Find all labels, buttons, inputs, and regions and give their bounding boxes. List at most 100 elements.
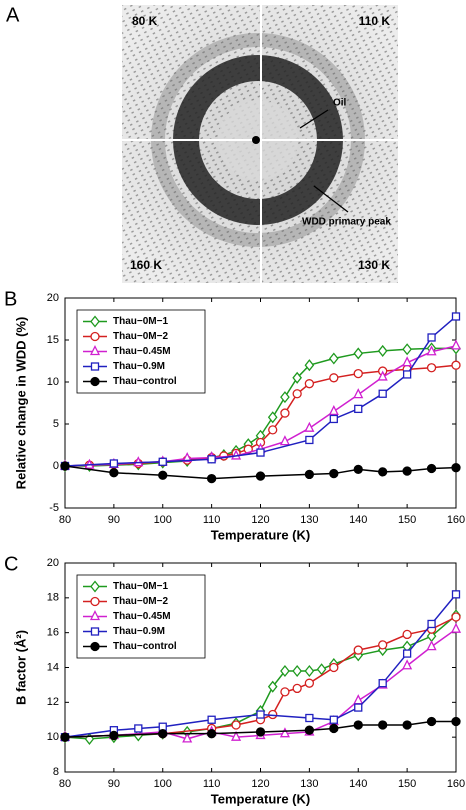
y-tick-label: 20 — [47, 292, 59, 304]
marker — [109, 459, 119, 468]
marker — [60, 461, 70, 471]
marker — [304, 421, 315, 432]
x-tick-label: 120 — [251, 514, 269, 526]
marker — [60, 732, 70, 742]
corner-label: 80 K — [132, 14, 158, 28]
marker — [90, 580, 100, 593]
marker — [378, 467, 388, 477]
marker — [427, 619, 436, 629]
x-axis-title: Temperature (K) — [211, 527, 310, 542]
marker — [292, 683, 302, 694]
marker — [451, 612, 461, 622]
annotation: Oil — [333, 98, 347, 109]
x-tick-label: 110 — [203, 778, 221, 790]
beam-stop — [252, 136, 260, 144]
arrow — [299, 109, 329, 129]
marker — [280, 408, 290, 418]
legend-label: Thau−0M−2 — [113, 331, 168, 342]
y-tick-label: 5 — [53, 418, 59, 430]
marker — [378, 679, 387, 688]
x-tick-label: 100 — [154, 514, 172, 526]
marker — [378, 640, 388, 650]
marker — [354, 703, 363, 712]
marker — [207, 455, 216, 464]
marker — [329, 373, 339, 383]
marker — [267, 411, 278, 424]
marker — [182, 451, 193, 463]
x-tick-label: 90 — [108, 514, 120, 526]
y-tick-label: 14 — [47, 661, 59, 673]
marker — [84, 732, 95, 745]
x-tick-label: 100 — [154, 778, 172, 790]
panel-label: B — [4, 288, 17, 310]
marker — [353, 347, 364, 360]
marker — [316, 663, 327, 676]
marker — [206, 473, 217, 484]
marker — [353, 368, 363, 379]
x-tick-label: 90 — [108, 778, 120, 790]
marker — [426, 363, 437, 373]
x-tick-label: 160 — [447, 514, 465, 526]
y-tick-label: 20 — [47, 557, 59, 569]
marker — [353, 464, 363, 475]
legend-label: Thau−control — [113, 641, 177, 652]
marker — [304, 379, 315, 389]
marker — [402, 629, 412, 640]
marker — [378, 389, 387, 398]
marker — [426, 463, 437, 474]
y-tick-label: 18 — [47, 592, 59, 604]
marker — [450, 339, 462, 350]
marker — [451, 463, 461, 473]
marker — [451, 312, 461, 321]
marker — [90, 331, 100, 342]
y-tick-label: 10 — [47, 376, 59, 388]
marker — [304, 359, 315, 372]
marker — [305, 713, 314, 723]
marker — [304, 664, 315, 678]
y-tick-label: 0 — [53, 460, 59, 472]
marker — [353, 388, 364, 399]
x-tick-label: 110 — [203, 514, 221, 526]
marker — [377, 370, 388, 381]
marker — [378, 720, 388, 730]
marker — [329, 468, 339, 479]
marker — [402, 356, 413, 367]
x-tick-label: 120 — [251, 778, 269, 790]
x-tick-label: 130 — [300, 778, 318, 790]
marker — [231, 720, 241, 730]
marker — [255, 727, 266, 737]
x-tick-label: 150 — [398, 514, 416, 526]
marker — [109, 468, 119, 478]
legend-label: Thau−0M−1 — [113, 581, 168, 592]
diffraction-image: A 80 K 110 K 160 K 130 K Oil WDD primary… — [6, 4, 398, 283]
x-tick-label: 130 — [300, 514, 318, 526]
marker — [207, 715, 216, 724]
legend-label: Thau−0.45M — [113, 346, 171, 357]
marker — [328, 352, 339, 365]
legend-label: Thau−0.9M — [113, 626, 165, 637]
marker — [354, 404, 363, 414]
y-tick-label: 8 — [53, 766, 59, 778]
marker — [427, 333, 436, 342]
marker — [279, 727, 290, 738]
legend-label: Thau−0.9M — [113, 361, 165, 372]
y-tick-label: -5 — [49, 502, 59, 514]
marker — [90, 596, 100, 607]
marker — [280, 687, 290, 697]
panel-label: C — [4, 553, 18, 575]
marker — [328, 404, 339, 416]
corner-label: 160 K — [130, 258, 162, 272]
marker — [256, 710, 265, 719]
x-tick-label: 150 — [398, 778, 416, 790]
marker — [231, 730, 242, 741]
y-tick-label: 16 — [47, 627, 59, 639]
marker — [292, 664, 302, 678]
marker — [279, 435, 290, 446]
panel-label: A — [6, 4, 20, 26]
marker — [89, 345, 101, 356]
legend-label: Thau−control — [113, 376, 177, 387]
x-tick-label: 140 — [349, 778, 367, 790]
legend-label: Thau−0.45M — [113, 611, 171, 622]
legend-label: Thau−0M−1 — [113, 316, 168, 327]
